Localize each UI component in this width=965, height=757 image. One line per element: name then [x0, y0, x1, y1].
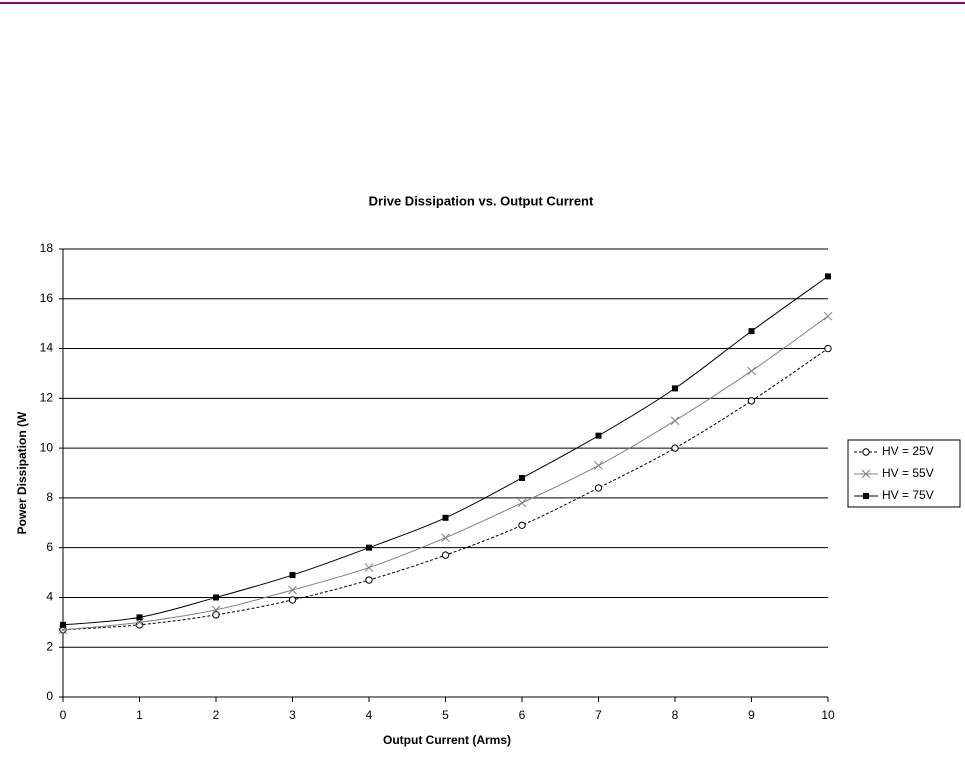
x-tick-label: 10 [821, 708, 835, 722]
x-tick-label: 4 [366, 708, 373, 722]
marker [748, 328, 755, 335]
marker [211, 605, 221, 615]
y-tick-label: 4 [46, 590, 53, 604]
legend-label: HV = 25V [882, 444, 934, 458]
marker [595, 432, 602, 439]
marker [442, 514, 449, 521]
legend-label: HV = 55V [882, 466, 934, 480]
legend-marker [862, 448, 870, 456]
marker [213, 594, 219, 601]
x-tick-label: 7 [595, 708, 602, 722]
legend-marker [861, 469, 871, 479]
y-tick-label: 0 [46, 689, 53, 703]
x-tick-label: 8 [672, 708, 679, 722]
marker [823, 311, 833, 321]
y-tick-label: 14 [40, 341, 54, 355]
y-tick-label: 10 [40, 440, 54, 454]
x-tick-label: 9 [748, 708, 755, 722]
marker [136, 614, 143, 621]
marker [594, 461, 603, 470]
x-tick-label: 1 [136, 708, 143, 722]
marker [60, 621, 66, 628]
marker [288, 596, 297, 604]
legend-marker [863, 493, 869, 499]
marker [364, 563, 374, 572]
y-tick-label: 6 [46, 540, 53, 554]
series-line [62, 275, 829, 626]
marker [747, 397, 756, 405]
y-tick-label: 12 [40, 391, 54, 405]
y-tick-label: 2 [46, 639, 53, 653]
marker [289, 572, 296, 579]
marker [441, 533, 450, 543]
chart-title: Drive Dissipation vs. Output Current [369, 193, 594, 208]
marker [670, 416, 680, 426]
marker [519, 474, 525, 481]
marker [518, 521, 526, 529]
marker [365, 576, 373, 584]
marker [747, 366, 756, 376]
marker [825, 273, 831, 280]
x-tick-label: 6 [519, 708, 526, 722]
x-tick-label: 0 [60, 708, 67, 722]
marker [594, 484, 603, 492]
marker [824, 344, 832, 353]
marker [441, 551, 450, 559]
x-tick-label: 5 [442, 708, 449, 722]
marker [288, 585, 297, 595]
y-axis-label: Power Dissipation (W [15, 411, 29, 534]
marker [672, 385, 678, 392]
legend-label: HV = 75V [882, 488, 934, 502]
x-tick-label: 2 [213, 708, 220, 722]
x-axis-label: Output Current (Arms) [383, 733, 511, 747]
marker [135, 621, 144, 629]
marker [517, 498, 527, 508]
y-tick-label: 8 [46, 490, 53, 504]
y-tick-label: 16 [40, 291, 54, 305]
y-tick-label: 18 [40, 241, 54, 255]
series-line [62, 315, 829, 631]
marker [366, 544, 372, 551]
marker [212, 611, 220, 619]
marker [671, 444, 679, 452]
x-tick-label: 3 [289, 708, 296, 722]
